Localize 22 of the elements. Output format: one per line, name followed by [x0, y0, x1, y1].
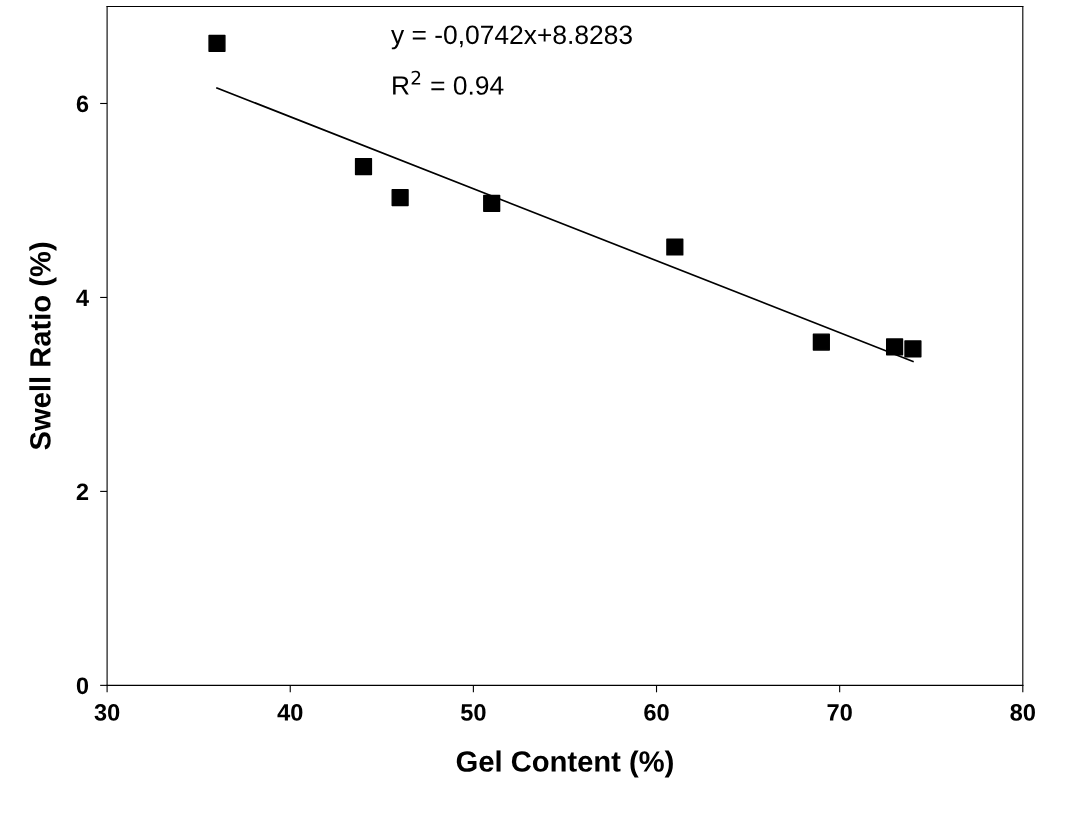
point	[666, 238, 684, 256]
x-tick-label: 30	[94, 704, 120, 721]
x-tick-label: 40	[277, 704, 303, 721]
x-tick-label: 70	[827, 704, 852, 721]
point	[354, 157, 373, 176]
annotation: y = -0,0742x+8.8283	[391, 25, 632, 50]
point	[812, 333, 830, 351]
point	[391, 188, 409, 207]
x-axis-title: Gel Content (%)	[456, 750, 673, 778]
point	[483, 194, 501, 212]
x-tick-label: 80	[1010, 704, 1035, 721]
point	[885, 338, 904, 356]
y-tick-label: 0	[76, 677, 89, 695]
point	[208, 34, 226, 52]
x-tick-label: 60	[644, 704, 669, 721]
y-tick-label: 6	[76, 95, 89, 113]
y-tick-label: 4	[76, 289, 89, 306]
point	[904, 340, 922, 358]
y-axis-title: Swell Ratio (%)	[29, 242, 57, 450]
annotation: R$^{2}$ = 0.94	[393, 70, 504, 95]
y-tick-label: 2	[76, 483, 89, 500]
x-tick-label: 50	[460, 704, 486, 721]
